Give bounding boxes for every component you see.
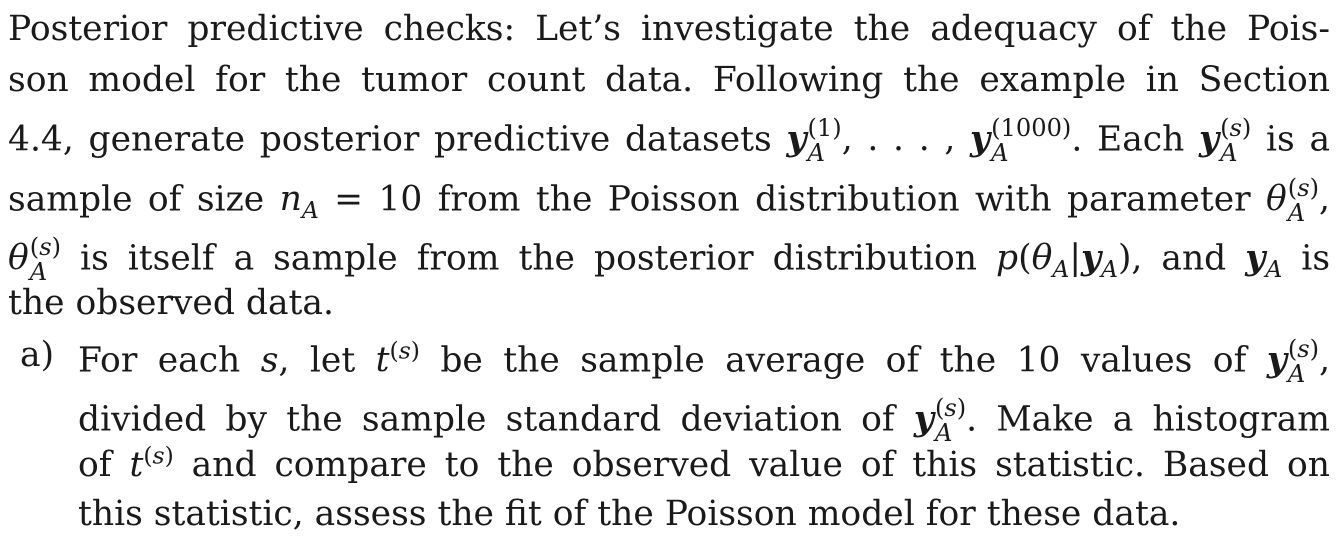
text: sample of size — [8, 179, 265, 220]
paragraph-line-3: 4.4, generate posterior predictive datas… — [8, 114, 1331, 167]
paragraph-line-5: θ (s) A is itself a sample from the poster… — [8, 233, 1331, 286]
math-datasets: y (1) A, . . . , y (1000) A — [786, 114, 1072, 167]
text: be the sample average of the 10 values o… — [440, 340, 1247, 381]
paragraph-line-2: son model for the tumor count data. Foll… — [8, 63, 1330, 98]
math-theta-s-2: θ (s) A — [8, 233, 62, 286]
text: this statistic, assess the fit of the Po… — [78, 494, 1181, 534]
math-ys-3: y (s) A — [913, 394, 967, 447]
text: and compare to the observed value of thi… — [191, 445, 1330, 485]
part-a-line-4: this statistic, assess the fit of the Po… — [78, 497, 1180, 532]
math-nA: nA — [279, 179, 319, 225]
text: the observed data. — [8, 283, 334, 323]
part-a-line-3: of t(s) and compare to the observed valu… — [78, 441, 1330, 485]
text: , let — [278, 340, 356, 381]
paragraph-line-1: Posterior predictive checks: Let’s inves… — [8, 12, 1330, 47]
text: Posterior predictive checks: Let’s inves… — [8, 9, 1330, 49]
text: = 10 from the Poisson distribution with … — [334, 179, 1251, 220]
text: 4.4, generate posterior predictive datas… — [8, 119, 772, 160]
text: of — [78, 445, 112, 485]
math-t-s-2: t(s) — [129, 441, 174, 485]
part-a-label: a) — [20, 335, 55, 375]
text: divided by the sample standard deviation… — [78, 399, 895, 440]
math-theta-s: θ (s) A, — [1266, 174, 1330, 227]
text: is itself a sample from the posterior di… — [80, 238, 978, 279]
text: son model for the tumor count data. Foll… — [8, 60, 1330, 100]
text: . Each — [1071, 119, 1185, 160]
text: . Make a histogram — [966, 399, 1330, 440]
math-posterior: p(θA|yA) — [996, 238, 1132, 284]
part-a-line-2: divided by the sample standard deviation… — [78, 394, 1330, 447]
math-t-s: t(s) — [375, 336, 420, 381]
paragraph-line-6: the observed data. — [8, 286, 334, 321]
text: is — [1301, 238, 1331, 279]
text: is a — [1266, 119, 1331, 160]
math-ys-2: y (s) A, — [1266, 335, 1331, 388]
math-ys: y (s) A — [1199, 114, 1252, 167]
math-yA: yA — [1245, 238, 1283, 284]
text: For each — [78, 340, 241, 381]
text: , and — [1131, 238, 1227, 279]
part-a-line-1: For each s, let t(s) be the sample avera… — [78, 335, 1331, 388]
math-s: s — [260, 340, 279, 381]
paragraph-line-4: sample of size nA = 10 from the Poisson … — [8, 174, 1330, 227]
